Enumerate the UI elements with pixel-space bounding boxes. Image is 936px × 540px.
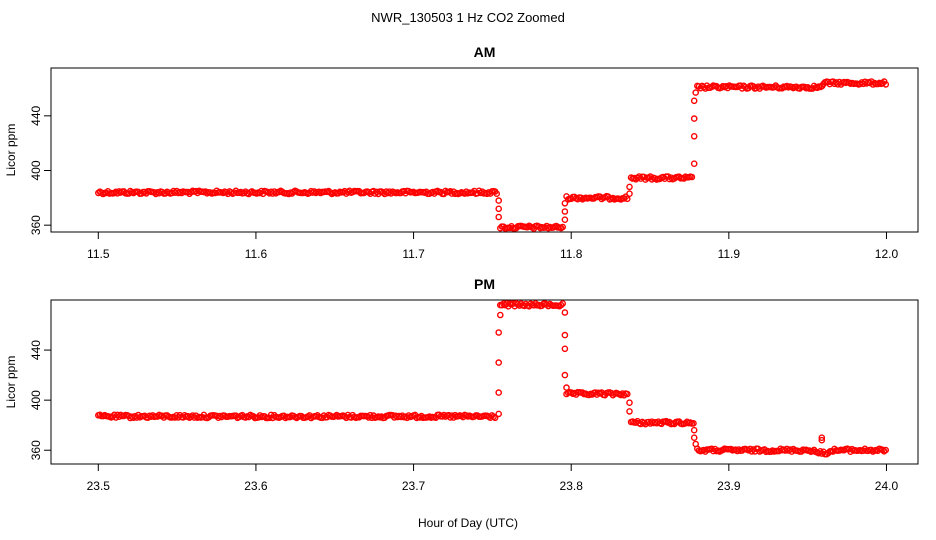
am-y-axis-label: Licor ppm <box>4 124 18 177</box>
data-point <box>559 300 567 307</box>
data-point <box>690 115 698 122</box>
data-point <box>626 190 633 197</box>
data-point <box>626 183 633 191</box>
data-point <box>692 89 700 96</box>
data-point <box>130 414 137 422</box>
data-point <box>563 384 570 391</box>
data-point <box>818 434 826 442</box>
data-point <box>561 208 569 215</box>
pm-x-tick-label: 24.0 <box>875 479 899 493</box>
data-point <box>495 197 503 204</box>
am-x-tick-label: 11.6 <box>245 247 268 261</box>
am-panel-title: AM <box>474 44 496 60</box>
data-point <box>692 440 700 448</box>
data-point <box>557 301 565 309</box>
pm-x-tick-label: 23.9 <box>717 479 741 493</box>
figure-title: NWR_130503 1 Hz CO2 Zoomed <box>371 10 565 25</box>
data-point <box>879 80 886 87</box>
data-point <box>690 419 697 427</box>
am-x-tick-label: 11.5 <box>87 247 110 261</box>
pm-panel: PM 23.5 23.6 23.7 23.8 23.9 24.0 360 400 440 Licor… <box>4 276 919 493</box>
pm-data-points <box>95 300 890 458</box>
pm-panel-title: PM <box>474 276 495 292</box>
data-point <box>690 426 698 434</box>
data-point <box>879 446 886 454</box>
pm-y-tick-label: 360 <box>29 440 43 460</box>
data-point <box>561 309 569 316</box>
data-point <box>882 446 890 454</box>
am-y-tick-label: 400 <box>29 160 43 180</box>
data-point <box>495 205 503 213</box>
data-point <box>561 371 569 379</box>
am-y-tick-label: 440 <box>29 106 43 126</box>
am-panel: AM 11.5 11.6 11.7 11.8 11.9 12.0 360 400 440 Licor… <box>4 44 919 261</box>
data-point <box>493 190 501 197</box>
data-point <box>495 410 503 418</box>
data-point <box>561 199 569 207</box>
data-point <box>624 390 631 398</box>
data-point <box>559 223 567 231</box>
pm-x-tick-label: 23.7 <box>402 479 426 493</box>
data-point <box>690 160 698 167</box>
data-point <box>882 81 890 88</box>
data-point <box>620 391 628 399</box>
data-point <box>626 399 633 407</box>
data-point <box>620 195 628 202</box>
data-point <box>495 359 503 366</box>
data-point <box>495 329 503 336</box>
am-x-tick-label: 11.7 <box>402 247 425 261</box>
data-point <box>495 213 503 221</box>
data-point <box>818 436 826 444</box>
data-point <box>561 216 569 223</box>
pm-y-tick-label: 400 <box>29 390 43 410</box>
am-y-tick-label: 360 <box>29 215 43 235</box>
data-point <box>624 195 631 203</box>
data-point <box>690 132 698 140</box>
pm-x-tick-label: 23.8 <box>560 479 584 493</box>
pm-x-tick-label: 23.5 <box>87 479 111 493</box>
data-point <box>663 417 670 425</box>
data-point <box>690 434 698 442</box>
am-data-points <box>95 78 890 232</box>
am-plot-frame <box>50 67 919 233</box>
data-point <box>626 408 633 415</box>
data-point <box>561 345 569 353</box>
data-point <box>783 445 791 453</box>
am-x-tick-label: 12.0 <box>875 247 899 261</box>
data-point <box>690 97 698 105</box>
pm-plot-frame <box>50 299 919 465</box>
am-x-tick-label: 11.8 <box>560 247 583 261</box>
figure-x-axis-label: Hour of Day (UTC) <box>418 516 518 530</box>
data-point <box>688 173 696 181</box>
pm-x-tick-label: 23.6 <box>244 479 268 493</box>
am-x-tick-label: 11.9 <box>718 247 741 261</box>
data-point <box>495 389 503 396</box>
pm-y-tick-label: 440 <box>29 340 43 360</box>
data-point <box>561 331 569 339</box>
data-point <box>496 311 504 319</box>
pm-y-axis-label: Licor ppm <box>4 356 18 409</box>
data-point <box>491 414 499 422</box>
data-point <box>500 300 507 308</box>
